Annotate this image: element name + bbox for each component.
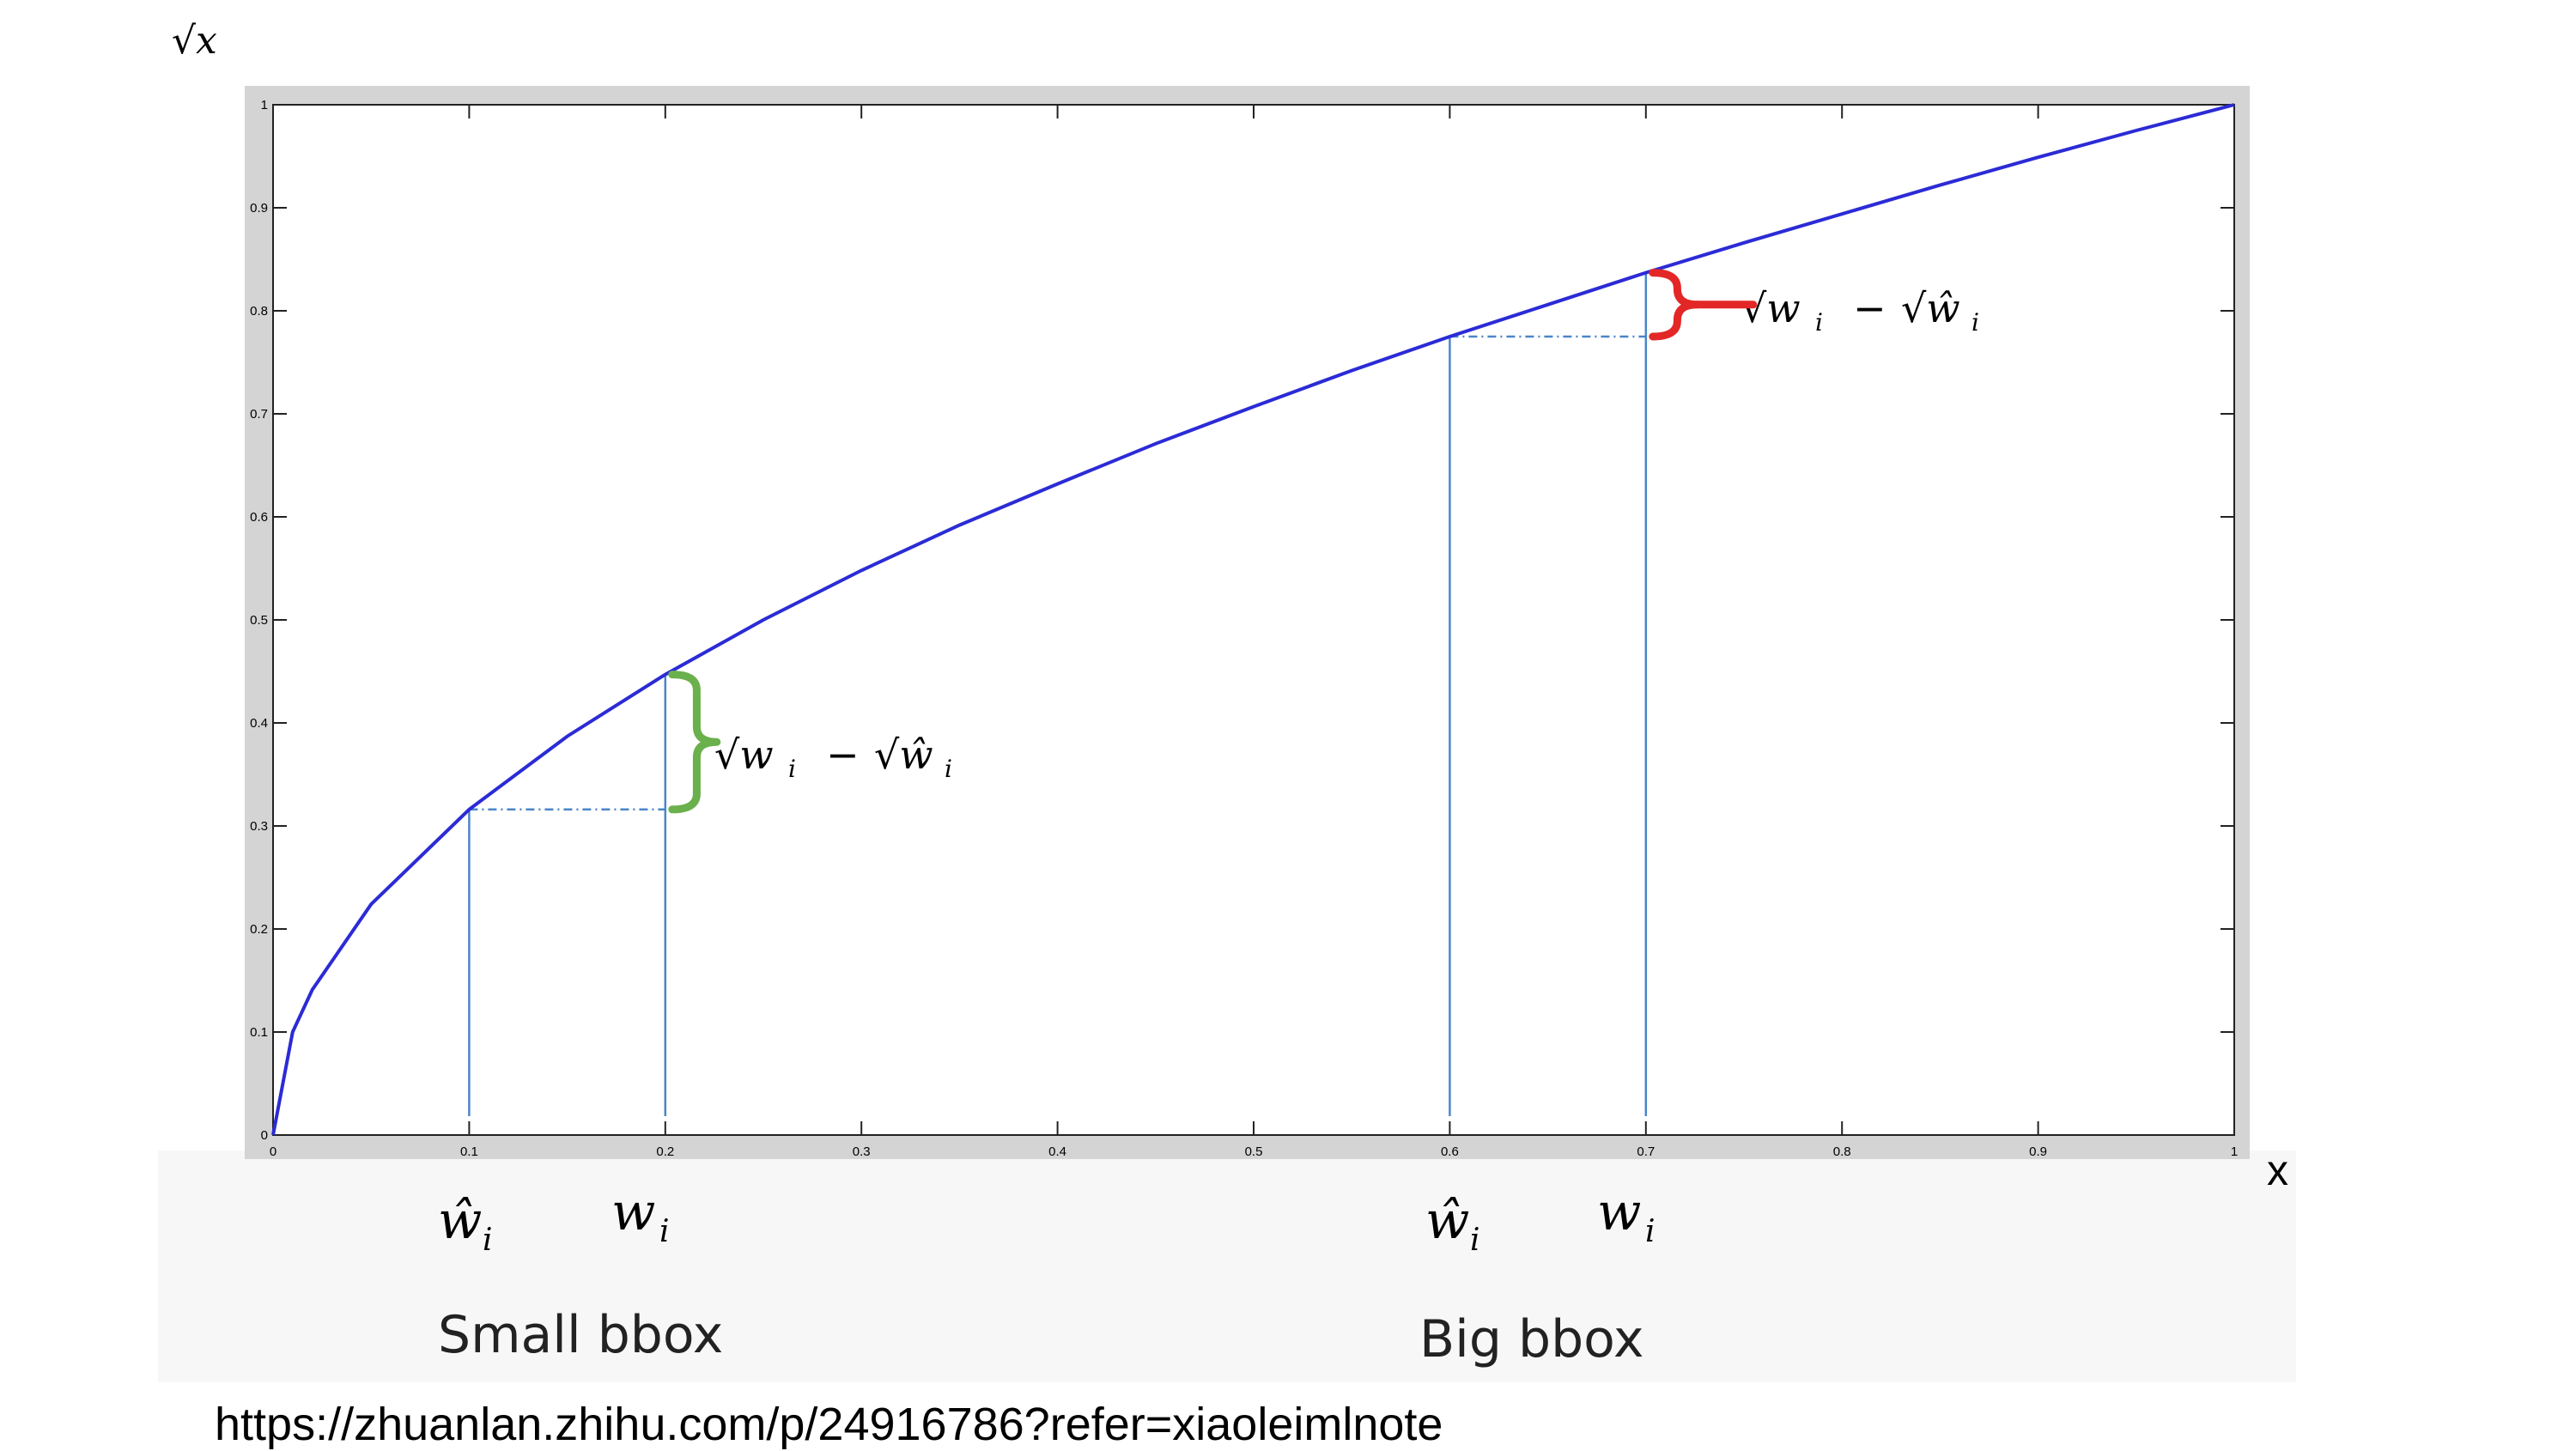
y-tick-label-8: 0.8	[250, 304, 268, 319]
y-tick-label-6: 0.6	[250, 510, 268, 525]
guide-lines	[468, 272, 1648, 1116]
y-tick-label-10: 1	[261, 98, 268, 112]
small-diff-sqrt-w: √w	[714, 732, 774, 778]
big-w-hat-text: ŵ	[1425, 1191, 1469, 1251]
y-tick-label-3: 0.3	[250, 819, 268, 834]
big-w-hat-sub: i	[1470, 1223, 1480, 1258]
y-tick-label-1: 0.1	[250, 1025, 268, 1040]
y-tick-label-4: 0.4	[250, 716, 268, 731]
small-w-text: w	[611, 1182, 655, 1242]
big-diff-sqrt-what-sub: i	[1971, 308, 1979, 337]
big-diff-sqrt-what: √ŵ	[1901, 285, 1960, 331]
x-tick-label-9: 0.9	[2029, 1144, 2047, 1159]
label-band	[158, 1150, 2296, 1382]
small-w-hat-sub: i	[483, 1223, 493, 1258]
y-tick-label-5: 0.5	[250, 613, 268, 628]
small-diff-sqrt-what: √ŵ	[874, 732, 933, 778]
small-diff-minus: −	[826, 732, 860, 778]
x-tick-label-8: 0.8	[1833, 1144, 1851, 1159]
x-axis-label: x	[2267, 1146, 2288, 1194]
big-w-label: w i	[1597, 1182, 1656, 1249]
x-tick-label-7: 0.7	[1637, 1144, 1655, 1159]
x-tick-label-4: 0.4	[1048, 1144, 1066, 1159]
axis-ticks: 0 0.1 0.2 0.3 0.4 0.5 0.6 0.7 0.8 0.9 1 0 0.1 0.2 0.3 0…	[250, 98, 2238, 1159]
y-tick-label-7: 0.7	[250, 407, 268, 422]
plot-area	[272, 104, 2235, 1136]
x-tick-label-1: 0.1	[460, 1144, 478, 1159]
small-diff-sqrt-what-sub: i	[945, 755, 952, 783]
big-diff-minus: −	[1853, 285, 1886, 331]
small-diff-sqrt-w-sub: i	[788, 755, 796, 783]
x-tick-label-3: 0.3	[853, 1144, 871, 1159]
source-url-text[interactable]: https://zhuanlan.zhihu.com/p/24916786?re…	[215, 1399, 1443, 1450]
small-bbox-caption: Small bbox	[438, 1305, 723, 1365]
y-tick-label-0: 0	[261, 1128, 268, 1143]
x-tick-label-6: 0.6	[1441, 1144, 1459, 1159]
small-diff-expression: √w i − √ŵ i	[714, 732, 952, 783]
big-w-hat-label: ŵ i	[1425, 1191, 1480, 1258]
big-bbox-caption: Big bbox	[1419, 1309, 1644, 1369]
y-tick-label-2: 0.2	[250, 922, 268, 937]
small-w-hat-label: ŵ i	[438, 1191, 493, 1258]
y-tick-label-9: 0.9	[250, 201, 268, 216]
y-axis-label: √x	[172, 19, 217, 63]
small-bbox-difference-brace	[668, 671, 721, 814]
x-tick-label-10: 1	[2231, 1144, 2238, 1159]
x-tick-label-0: 0	[270, 1144, 276, 1159]
small-w-hat-text: ŵ	[438, 1191, 482, 1251]
big-diff-sqrt-w-sub: i	[1815, 308, 1823, 337]
small-w-sub: i	[659, 1214, 670, 1249]
x-tick-label-2: 0.2	[656, 1144, 674, 1159]
big-diff-expression: √w i − √ŵ i	[1741, 285, 1979, 337]
big-w-text: w	[1597, 1182, 1641, 1242]
x-tick-label-5: 0.5	[1245, 1144, 1263, 1159]
big-w-sub: i	[1645, 1214, 1656, 1249]
small-w-label: w i	[611, 1182, 670, 1249]
sqrt-curve-series	[271, 103, 2235, 1136]
